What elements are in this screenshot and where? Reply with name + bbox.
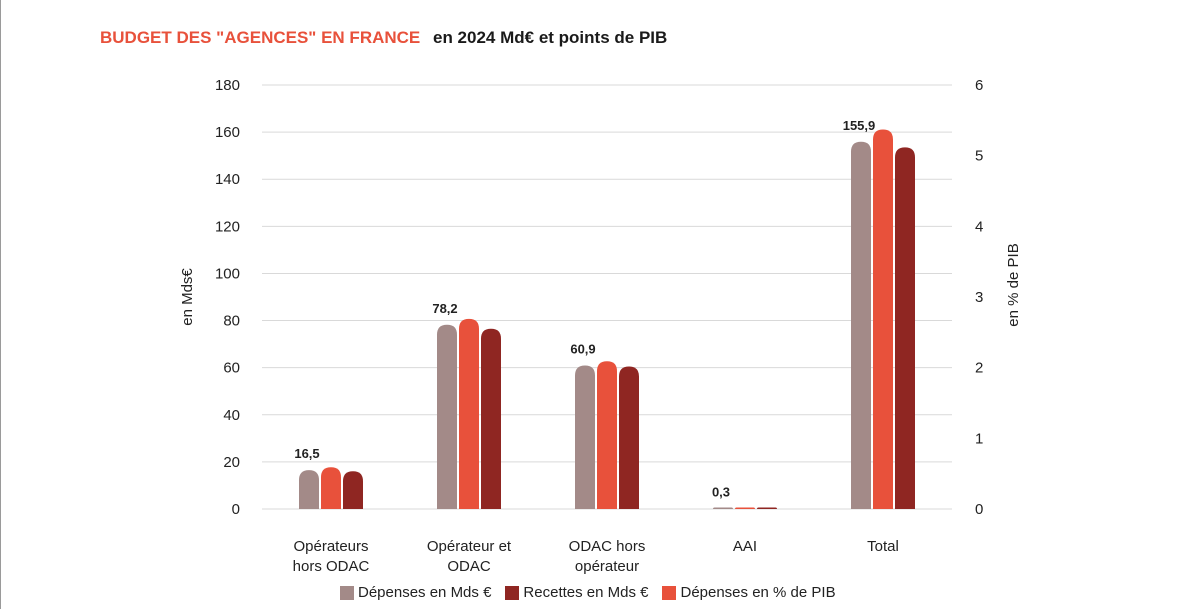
y-tick-label: 100: [215, 265, 240, 282]
legend-item-recettes: Recettes en Mds €: [505, 584, 648, 601]
bar-depenses: [299, 470, 319, 509]
legend-item-pib: Dépenses en % de PIB: [662, 584, 836, 601]
x-tick-label: opérateur: [575, 558, 639, 575]
x-tick-label: ODAC hors: [569, 538, 646, 555]
y-tick-label: 140: [215, 171, 240, 188]
bar-depenses: [437, 324, 457, 509]
bar-pib: [459, 318, 479, 509]
x-tick-label: ODAC: [447, 558, 491, 575]
data-label: 155,9: [843, 118, 876, 133]
bar-pib: [597, 361, 617, 509]
legend-swatch-depenses: [340, 585, 354, 600]
data-label: 0,3: [712, 484, 730, 499]
x-tick-label: Opérateur et: [427, 538, 512, 555]
frame-border: [0, 0, 1, 609]
bar-pib: [873, 129, 893, 509]
y2-tick-label: 6: [975, 77, 983, 94]
y-tick-label: 180: [215, 77, 240, 94]
y-axis-title: en Mds€: [179, 268, 196, 326]
bar-depenses: [575, 365, 595, 509]
y2-tick-label: 5: [975, 148, 983, 165]
title-main: BUDGET DES "AGENCES" EN FRANCE: [100, 28, 421, 47]
y-tick-label: 160: [215, 124, 240, 141]
legend-label-pib: Dépenses en % de PIB: [680, 584, 836, 601]
y2-tick-label: 1: [975, 430, 983, 447]
y2-axis-title: en % de PIB: [1005, 243, 1022, 326]
y-tick-label: 20: [223, 454, 240, 471]
chart-title: BUDGET DES "AGENCES" EN FRANCE en 2024 M…: [100, 28, 667, 48]
y-tick-label: 0: [232, 501, 240, 518]
legend-item-depenses: Dépenses en Mds €: [340, 584, 491, 601]
y-tick-label: 60: [223, 360, 240, 377]
data-label: 60,9: [570, 342, 595, 357]
y2-tick-label: 4: [975, 218, 983, 235]
bar-pib: [321, 467, 341, 509]
bar-recettes: [757, 507, 777, 509]
bar-recettes: [895, 147, 915, 509]
y2-tick-label: 0: [975, 501, 983, 518]
bar-recettes: [343, 471, 363, 509]
y-tick-label: 80: [223, 313, 240, 330]
x-tick-label: Total: [867, 538, 899, 555]
y2-tick-label: 3: [975, 289, 983, 306]
bar-pib: [735, 507, 755, 509]
x-tick-label: AAI: [733, 538, 757, 555]
legend: Dépenses en Mds € Recettes en Mds € Dépe…: [340, 584, 836, 601]
y-tick-label: 120: [215, 218, 240, 235]
data-label: 16,5: [294, 446, 319, 461]
x-tick-label: Opérateurs: [293, 538, 368, 555]
bar-depenses: [851, 141, 871, 509]
legend-label-recettes: Recettes en Mds €: [523, 584, 649, 601]
bar-recettes: [619, 366, 639, 509]
data-label: 78,2: [432, 301, 457, 316]
x-tick-label: hors ODAC: [293, 558, 370, 575]
y-tick-label: 40: [223, 407, 240, 424]
y2-tick-label: 2: [975, 360, 983, 377]
bar-depenses: [713, 507, 733, 509]
legend-label-depenses: Dépenses en Mds €: [358, 584, 492, 601]
title-subtitle: en 2024 Md€ et points de PIB: [433, 28, 668, 47]
bar-recettes: [481, 328, 501, 509]
legend-swatch-pib: [662, 585, 677, 600]
legend-swatch-recettes: [505, 585, 520, 600]
